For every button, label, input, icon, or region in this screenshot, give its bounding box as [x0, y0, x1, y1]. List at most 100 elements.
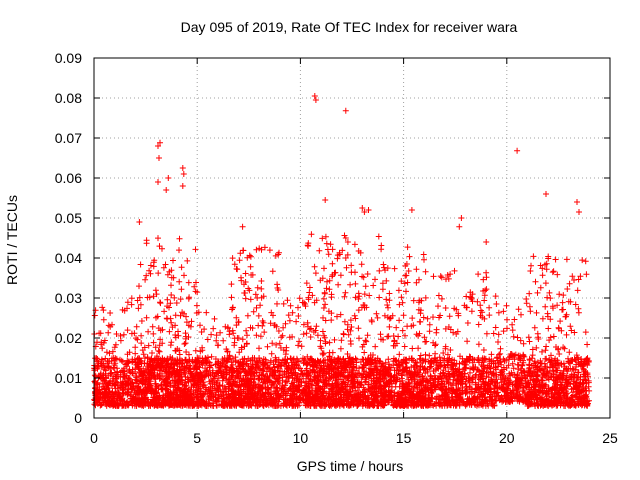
data-point [166, 364, 173, 370]
data-point [113, 378, 120, 385]
data-point [99, 304, 106, 311]
data-point [112, 360, 119, 367]
data-point [163, 383, 170, 389]
data-point [104, 360, 111, 367]
data-point [124, 351, 131, 358]
data-point [151, 257, 158, 264]
data-point [101, 391, 108, 398]
data-point [152, 287, 159, 294]
data-point [94, 398, 101, 405]
data-point [147, 262, 154, 269]
data-point [193, 279, 199, 286]
data-point [144, 294, 151, 301]
data-point [100, 307, 107, 314]
data-point [153, 384, 160, 390]
data-point [195, 309, 202, 316]
data-point [186, 395, 193, 402]
data-point [172, 399, 179, 406]
data-point [134, 361, 141, 368]
data-point [154, 313, 161, 320]
data-point [107, 391, 114, 398]
data-point [168, 274, 175, 281]
data-point [208, 353, 215, 360]
data-point [124, 299, 131, 306]
data-point [105, 329, 112, 336]
data-point [136, 283, 142, 290]
data-point [109, 348, 116, 355]
data-point [97, 390, 104, 397]
data-point [120, 331, 127, 338]
data-point [135, 396, 141, 403]
data-point [96, 330, 103, 337]
data-point [183, 319, 190, 326]
data-point [136, 378, 143, 385]
data-point [115, 391, 122, 398]
data-point [154, 383, 161, 389]
data-point [113, 331, 120, 337]
data-point [110, 364, 117, 371]
data-point [167, 389, 174, 396]
data-point [187, 363, 194, 369]
data-point [157, 300, 164, 307]
data-point [157, 336, 164, 343]
data-point [167, 315, 174, 322]
data-point [176, 247, 182, 254]
data-point [134, 297, 141, 304]
data-point [103, 364, 110, 371]
data-point [208, 331, 215, 338]
data-point [153, 291, 160, 298]
data-point [142, 381, 149, 388]
data-point [125, 389, 132, 396]
data-point [185, 322, 192, 329]
data-point [132, 344, 139, 351]
data-point [197, 322, 203, 329]
data-point [183, 402, 190, 409]
data-point [151, 374, 158, 381]
data-point [143, 314, 150, 321]
data-point [161, 356, 168, 363]
data-point [181, 341, 188, 347]
data-point [186, 351, 192, 358]
data-point [177, 312, 184, 319]
data-point [159, 326, 166, 333]
data-point [139, 347, 146, 354]
data-point [162, 378, 169, 385]
data-point [178, 286, 185, 293]
data-point [166, 374, 173, 381]
data-point [109, 321, 115, 328]
data-point [150, 339, 157, 346]
data-point [197, 348, 204, 355]
data-point [155, 347, 162, 354]
data-point [124, 398, 131, 405]
data-point [183, 313, 189, 320]
data-point [167, 300, 174, 307]
data-point [149, 323, 156, 330]
data-point [143, 388, 150, 395]
data-point [127, 380, 134, 387]
data-point [98, 394, 105, 400]
data-point [170, 257, 176, 264]
data-point [173, 360, 180, 367]
data-point [137, 301, 144, 308]
data-point [170, 394, 177, 401]
data-point [91, 312, 98, 319]
data-point [158, 381, 165, 388]
data-point [171, 294, 178, 301]
data-point [149, 387, 156, 394]
data-point [166, 328, 173, 335]
data-point [181, 272, 187, 279]
data-point [111, 344, 118, 351]
data-point [155, 325, 162, 332]
data-point [175, 332, 182, 339]
data-point [142, 276, 149, 283]
data-point [159, 396, 166, 402]
data-point [179, 360, 186, 366]
data-point [148, 399, 155, 406]
data-point [168, 282, 174, 289]
data-point [161, 308, 168, 315]
data-point [130, 370, 136, 377]
data-point [147, 402, 154, 409]
data-point [107, 310, 114, 316]
data-point [138, 318, 145, 324]
